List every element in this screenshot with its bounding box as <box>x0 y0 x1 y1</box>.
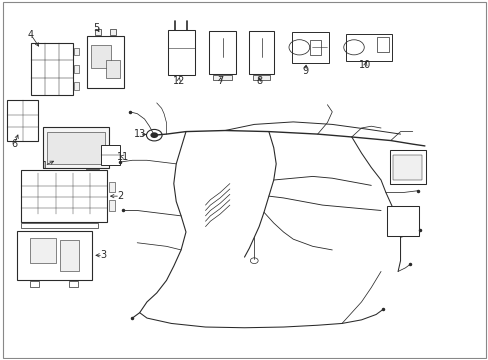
Text: 8: 8 <box>256 76 262 86</box>
Bar <box>110 29 116 35</box>
Bar <box>86 169 99 175</box>
Bar <box>105 60 120 78</box>
Bar <box>90 45 110 68</box>
Bar <box>87 36 123 87</box>
Bar <box>108 201 114 211</box>
Bar <box>167 30 194 75</box>
Bar <box>108 182 114 192</box>
Bar <box>249 31 273 74</box>
Bar <box>21 223 98 228</box>
Text: 4: 4 <box>28 30 34 40</box>
Bar <box>386 206 418 237</box>
Text: 11: 11 <box>117 152 129 162</box>
Text: 12: 12 <box>172 76 184 86</box>
Text: 3: 3 <box>100 250 106 260</box>
Bar <box>30 238 56 262</box>
Bar <box>389 150 425 184</box>
Text: 2: 2 <box>117 191 123 201</box>
Bar <box>17 231 92 279</box>
Bar <box>74 48 79 55</box>
Text: 1: 1 <box>41 161 47 171</box>
Text: 6: 6 <box>11 139 18 149</box>
Bar <box>43 127 109 168</box>
Text: 7: 7 <box>217 76 223 86</box>
Bar <box>7 100 39 141</box>
Bar <box>291 32 328 63</box>
Bar <box>101 145 120 165</box>
Bar <box>74 65 79 73</box>
Bar <box>95 29 101 35</box>
Bar <box>376 37 388 52</box>
Bar <box>21 170 106 222</box>
Bar <box>74 82 79 90</box>
Bar <box>69 280 78 287</box>
Text: 13: 13 <box>133 130 145 139</box>
Bar <box>30 280 39 287</box>
Bar <box>392 155 422 180</box>
Bar <box>31 43 73 95</box>
Bar <box>310 40 321 55</box>
Text: 9: 9 <box>301 66 307 76</box>
Bar <box>60 239 79 271</box>
Bar <box>213 75 231 81</box>
Bar <box>252 75 269 81</box>
Bar <box>345 34 391 61</box>
Text: 5: 5 <box>93 23 100 33</box>
Text: 10: 10 <box>359 60 371 70</box>
Bar <box>209 31 236 74</box>
Circle shape <box>150 132 158 138</box>
Bar <box>47 132 105 164</box>
